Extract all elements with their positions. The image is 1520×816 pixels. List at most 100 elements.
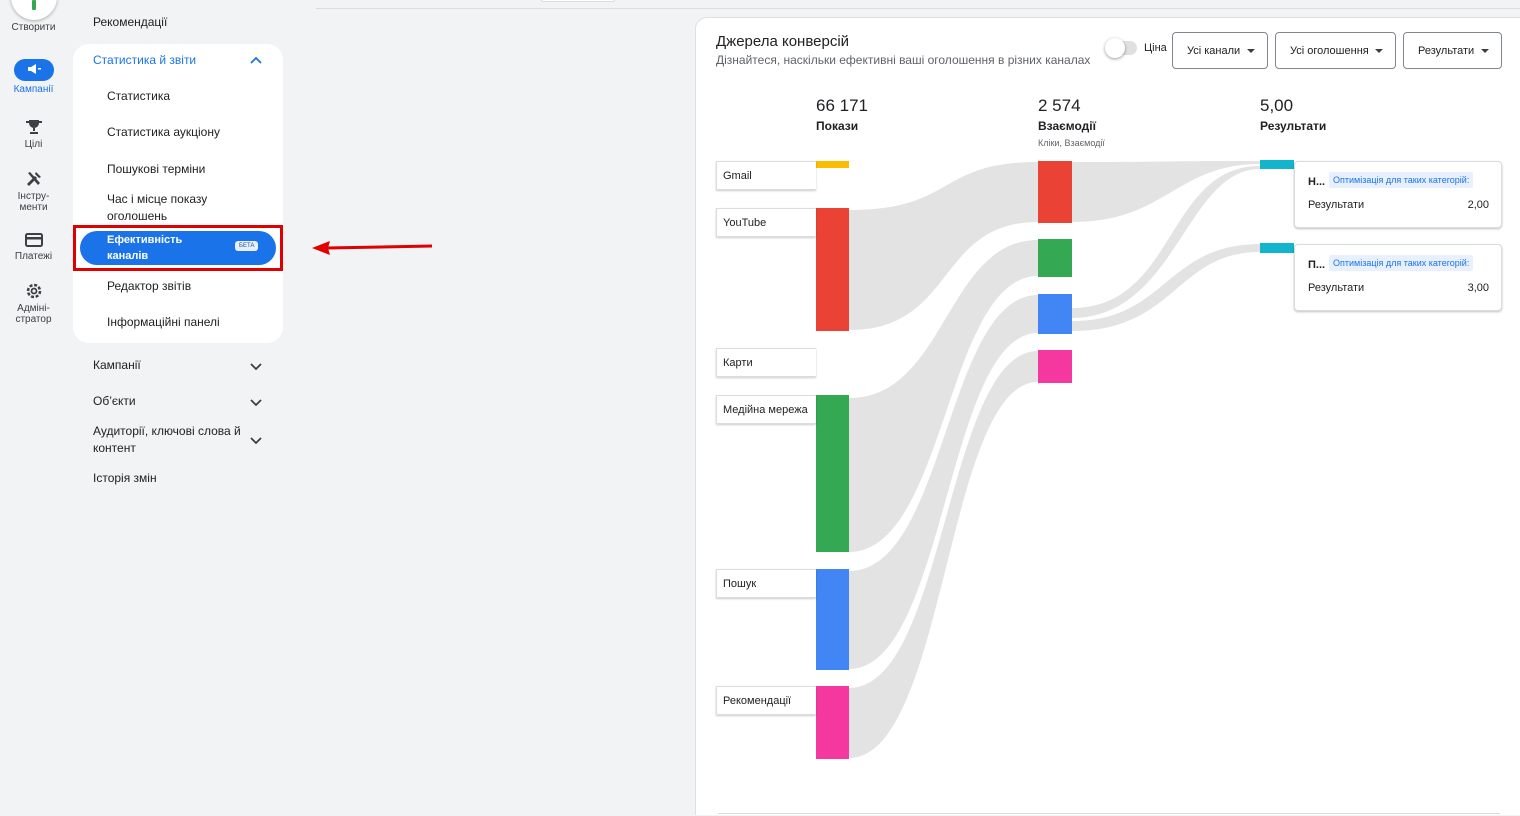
result-row-label: Результати	[1308, 199, 1365, 211]
result-title: П...	[1308, 259, 1326, 271]
dropdown-label: Результати	[1418, 44, 1475, 57]
node-interactions-youtube	[1038, 161, 1072, 223]
impressions-label: Покази	[816, 119, 859, 133]
rail-item-billing[interactable]: Платежі	[0, 232, 67, 262]
flow-search-to-result-2	[1072, 244, 1260, 331]
nav-item-label: Ефективність каналів	[107, 234, 183, 262]
rail-item-campaigns[interactable]: Кампанії	[0, 59, 67, 95]
chevron-down-icon[interactable]	[249, 433, 263, 447]
card-subtitle: Дізнайтеся, наскільки ефективні ваші ого…	[716, 53, 1091, 67]
node-interactions-search	[1038, 294, 1072, 334]
chevron-down-icon[interactable]	[249, 359, 263, 373]
channel-label-gmail[interactable]: Gmail	[716, 161, 816, 190]
interactions-value: 2 574	[1038, 96, 1081, 115]
nav-section-campaigns[interactable]: Кампанії	[93, 358, 141, 372]
result-card[interactable]: Н... Оптимізація для таких категорій: Ре…	[1294, 161, 1502, 228]
nav-item-when-where[interactable]: Час і місце показу оголошень	[107, 192, 208, 223]
nav-item-auction-insights[interactable]: Статистика аукціону	[107, 125, 220, 139]
caret-down-icon	[1247, 49, 1255, 53]
node-result-2	[1260, 243, 1294, 253]
cost-toggle-label: Ціна	[1144, 42, 1167, 54]
channels-dropdown[interactable]: Усі канали	[1172, 32, 1268, 69]
conversion-sources-card: Джерела конверсій Дізнайтеся, наскільки …	[695, 17, 1520, 815]
results-label: Результати	[1260, 119, 1327, 133]
flow-recommendations	[849, 351, 1038, 758]
node-recommendations	[816, 686, 849, 759]
nav-item-statistics[interactable]: Статистика	[107, 89, 171, 103]
rail-item-tools[interactable]: Інстру- менти	[0, 170, 67, 213]
node-search	[816, 569, 849, 670]
secondary-nav: Рекомендації Статистика й звіти Статисти…	[73, 0, 283, 815]
nav-item-search-terms[interactable]: Пошукові терміни	[107, 162, 206, 176]
flow-to-result-1	[1072, 161, 1260, 222]
highlight-frame	[73, 225, 283, 271]
rail-label: Інстру- менти	[17, 191, 50, 213]
tools-icon	[26, 172, 41, 186]
result-card[interactable]: П... Оптимізація для таких категорій: Ре…	[1294, 244, 1502, 311]
nav-item-channel-performance[interactable]: Ефективність каналів БЕТА	[80, 231, 276, 265]
result-row-value: 2,00	[1467, 199, 1489, 211]
left-rail: Створити Кампанії Цілі Інстру- менти Пла…	[0, 0, 67, 815]
bottom-divider	[718, 813, 1500, 814]
channel-label-display[interactable]: Медійна мережа	[716, 395, 816, 424]
create-button[interactable]	[11, 0, 57, 20]
result-title: Н...	[1308, 176, 1326, 188]
gear-icon	[26, 283, 41, 299]
cost-toggle[interactable]	[1105, 38, 1137, 58]
result-row-value: 3,00	[1467, 282, 1489, 294]
annotation-arrow	[312, 241, 433, 255]
node-gmail	[816, 161, 849, 168]
rail-label: Кампанії	[13, 84, 54, 95]
credit-card-icon	[24, 233, 43, 247]
flow-display	[849, 240, 1038, 552]
dropdown-label: Усі оголошення	[1290, 44, 1369, 57]
node-interactions-display	[1038, 239, 1072, 277]
optimization-chip: Оптимізація для таких категорій:	[1329, 172, 1474, 188]
rail-label: Платежі	[14, 251, 53, 262]
top-tab	[540, 0, 616, 2]
flow-search	[849, 295, 1038, 669]
toggle-knob	[1105, 38, 1125, 58]
stats-section-header[interactable]: Статистика й звіти	[93, 53, 197, 67]
rail-label: Цілі	[24, 139, 43, 150]
optimization-chip: Оптимізація для таких категорій:	[1329, 255, 1474, 271]
result-row-label: Результати	[1308, 282, 1365, 294]
node-result-1	[1260, 160, 1294, 169]
interactions-sublabel: Кліки, Взаємодії	[1038, 138, 1105, 148]
channel-label-recommendations[interactable]: Рекомендації	[716, 686, 816, 715]
node-interactions-recommendations	[1038, 350, 1072, 383]
rail-label: Адміні- стратор	[15, 303, 52, 325]
megaphone-icon	[13, 59, 54, 81]
ads-dropdown[interactable]: Усі оголошення	[1275, 32, 1396, 69]
trophy-icon	[25, 120, 42, 134]
interactions-label: Взаємодії	[1038, 119, 1096, 133]
impressions-value: 66 171	[816, 96, 868, 115]
channel-label-search[interactable]: Пошук	[716, 569, 816, 598]
nav-item-dashboards[interactable]: Інформаційні панелі	[107, 315, 220, 329]
chevron-down-icon[interactable]	[249, 395, 263, 409]
nav-section-audiences[interactable]: Аудиторії, ключові слова й контент	[93, 424, 241, 455]
beta-badge: БЕТА	[235, 241, 259, 251]
node-display	[816, 395, 849, 552]
sankey-chart	[816, 160, 1294, 759]
node-youtube	[816, 208, 849, 331]
card-title: Джерела конверсій	[716, 33, 850, 50]
caret-down-icon	[1375, 49, 1383, 53]
channel-label-maps[interactable]: Карти	[716, 348, 816, 377]
results-dropdown[interactable]: Результати	[1403, 32, 1502, 69]
rail-item-goals[interactable]: Цілі	[0, 118, 67, 150]
results-value: 5,00	[1260, 96, 1294, 115]
rail-item-admin[interactable]: Адміні- стратор	[0, 282, 67, 325]
top-divider	[316, 8, 1520, 9]
plus-icon	[32, 0, 36, 10]
stats-section-card: Статистика й звіти Статистика Статистика…	[73, 44, 283, 343]
nav-item-recommendations[interactable]: Рекомендації	[93, 15, 168, 29]
nav-section-assets[interactable]: Об’єкти	[93, 394, 136, 408]
chevron-up-icon[interactable]	[249, 54, 263, 68]
nav-item-report-editor[interactable]: Редактор звітів	[107, 279, 192, 293]
nav-section-change-history[interactable]: Історія змін	[93, 471, 157, 485]
dropdown-label: Усі канали	[1187, 44, 1241, 57]
rail-create-label: Створити	[11, 22, 56, 33]
channel-label-youtube[interactable]: YouTube	[716, 208, 816, 237]
caret-down-icon	[1481, 49, 1489, 53]
